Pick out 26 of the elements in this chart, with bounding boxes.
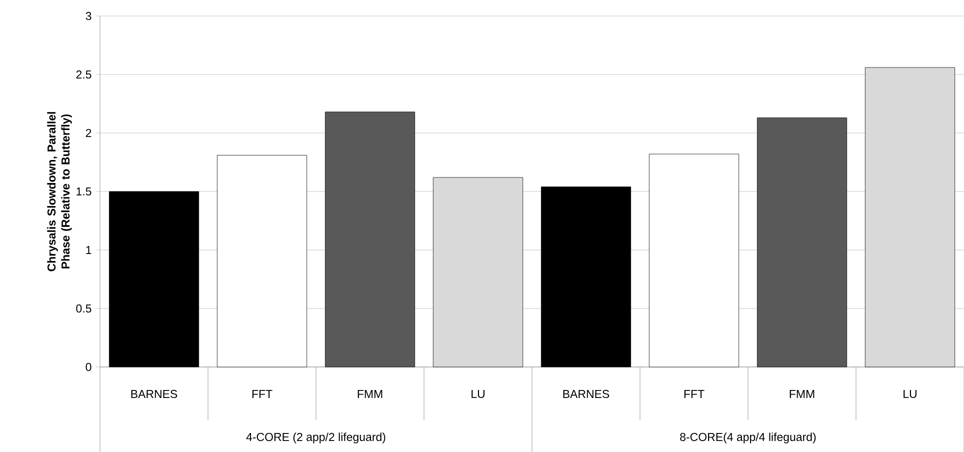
x-tick-label: FFT bbox=[684, 390, 704, 398]
y-tick-label: 1 bbox=[86, 246, 92, 254]
y-axis-title: Chrysalis Slowdown, Parallel Phase (Relative to Butterfly) bbox=[47, 112, 72, 272]
x-tick-label: BARNES bbox=[563, 390, 610, 398]
bar bbox=[216, 155, 308, 368]
text: 4-CORE (2 app/2 lifeguard) bbox=[246, 432, 386, 444]
x-tick-label: FMM bbox=[358, 390, 382, 398]
text: 8-CORE(4 app/4 lifeguard) bbox=[680, 432, 816, 444]
bar bbox=[432, 177, 524, 368]
y-tick-label: 2 bbox=[86, 128, 92, 137]
x-tick-label: FMM bbox=[790, 390, 814, 398]
x-tick-label: FFT bbox=[252, 390, 272, 398]
bar bbox=[648, 154, 740, 368]
x-tick-label: LU bbox=[904, 390, 916, 398]
y-tick-label: 0.5 bbox=[76, 304, 92, 313]
y-tick-label: 0 bbox=[86, 362, 92, 372]
y-tick-label: 3 bbox=[86, 12, 92, 20]
y-tick-label: 2.5 bbox=[76, 70, 92, 79]
bar bbox=[108, 191, 200, 368]
bar bbox=[540, 186, 632, 368]
x-tick-label: LU bbox=[472, 390, 484, 398]
y-tick-label: 1.5 bbox=[76, 187, 92, 196]
bar bbox=[864, 67, 956, 368]
bar bbox=[756, 118, 848, 368]
bar bbox=[324, 112, 416, 368]
x-tick-label: BARNES bbox=[131, 390, 178, 398]
